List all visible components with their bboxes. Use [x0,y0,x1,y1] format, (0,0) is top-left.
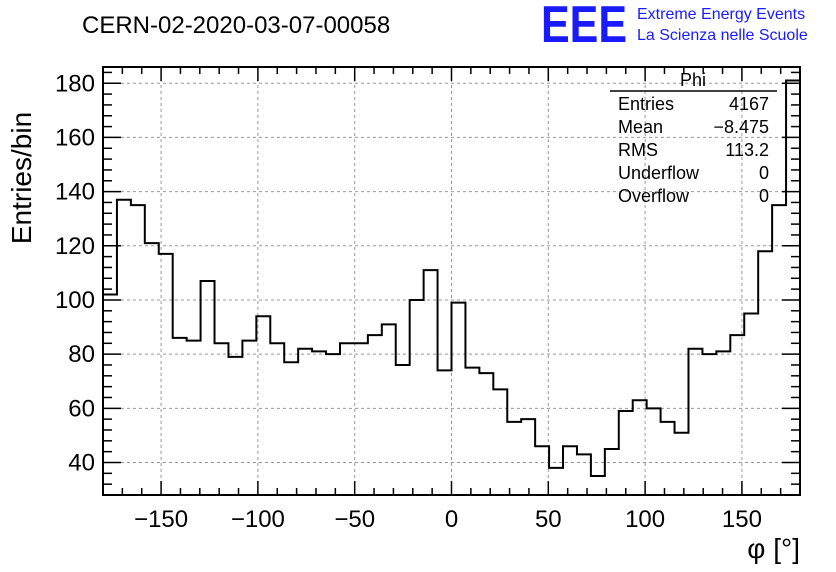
histogram-bin [242,341,256,495]
stats-value-mean: −8.475 [713,117,769,137]
stats-value-overflow: 0 [759,186,769,206]
y-tick-label: 100 [55,287,95,314]
stats-value-rms: 113.2 [725,140,769,160]
logo-line-2: La Scienza nelle Scuole [637,27,808,44]
stats-label-rms: RMS [618,140,658,160]
histogram-bin [507,422,521,495]
histogram-bin [131,205,145,495]
axis-ticks [102,67,801,496]
histogram-bin [215,343,229,495]
histogram-bin [758,251,772,495]
histogram-bin [424,270,438,495]
stats-label-mean: Mean [618,117,663,137]
x-tick-label: −150 [134,506,188,533]
histogram-bin [591,476,605,495]
histogram-bin [298,349,312,495]
stats-label-entries: Entries [618,94,674,114]
histogram-bin [187,341,201,495]
histogram-bin [716,351,730,495]
histogram-bin [382,324,396,495]
histogram-bin [633,400,647,495]
histogram-bin [619,411,633,495]
logo-line-1: Extreme Energy Events [637,6,805,23]
histogram-bin [256,316,270,495]
histogram-bin [744,314,758,495]
x-tick-label: −100 [231,506,285,533]
chart-title: CERN-02-2020-03-07-00058 [82,12,390,39]
x-tick-labels: −150 −100 −50 0 50 100 150 [134,506,762,533]
stats-value-entries: 4167 [729,94,769,114]
y-tick-label: 180 [55,70,95,97]
histogram-bin [103,295,117,495]
y-tick-label: 140 [55,179,95,206]
x-tick-label: −50 [334,506,375,533]
histogram-bin [786,81,800,495]
histogram-bin [438,370,452,495]
histogram-bin [396,365,410,495]
histogram-bin [410,300,424,495]
stats-box: Phi Entries 4167 Mean −8.475 RMS 113.2 U… [610,70,777,206]
x-axis-label: φ [°] [747,533,800,564]
histogram-bin [688,349,702,495]
histogram-bin [465,368,479,495]
histogram-bin [173,338,187,495]
histogram-bin [702,354,716,495]
histogram-bin [284,362,298,495]
histogram-bin [772,205,786,495]
y-axis-label: Entries/bin [6,112,37,244]
histogram-bin [312,351,326,495]
x-tick-label: 0 [445,506,458,533]
histogram-bin [270,343,284,495]
y-tick-label: 40 [68,449,95,476]
histogram-bin [563,446,577,495]
histogram-bin [493,389,507,495]
x-tick-label: 100 [625,506,665,533]
x-tick-label: 50 [535,506,562,533]
histogram-bin [479,373,493,495]
histogram-bin [326,354,340,495]
histogram-bars [102,79,801,495]
histogram-bin [647,408,661,495]
histogram-bin [577,454,591,495]
histogram-bin [228,357,242,495]
stats-title: Phi [680,70,706,90]
y-tick-label: 120 [55,233,95,260]
histogram-outline [102,79,801,495]
y-tick-labels: 40 60 80 100 120 140 160 180 [55,70,95,476]
histogram-bin [675,433,689,495]
y-tick-label: 80 [68,341,95,368]
histogram-bin [145,243,159,495]
stats-value-underflow: 0 [759,163,769,183]
histogram-bin [521,419,535,495]
x-tick-label: 150 [722,506,762,533]
eee-logo: EEE Extreme Energy Events La Scienza nel… [541,0,808,54]
histogram-bin [661,422,675,495]
stats-label-underflow: Underflow [618,163,700,183]
histogram-bin [340,343,354,495]
stats-label-overflow: Overflow [618,186,690,206]
histogram-bin [549,468,563,495]
histogram-bin [354,343,368,495]
histogram-bin [117,200,131,495]
histogram-bin [535,446,549,495]
y-tick-label: 160 [55,124,95,151]
y-tick-label: 60 [68,395,95,422]
histogram-bin [368,335,382,495]
logo-mark: EEE [541,0,627,54]
histogram-bin [452,303,466,495]
